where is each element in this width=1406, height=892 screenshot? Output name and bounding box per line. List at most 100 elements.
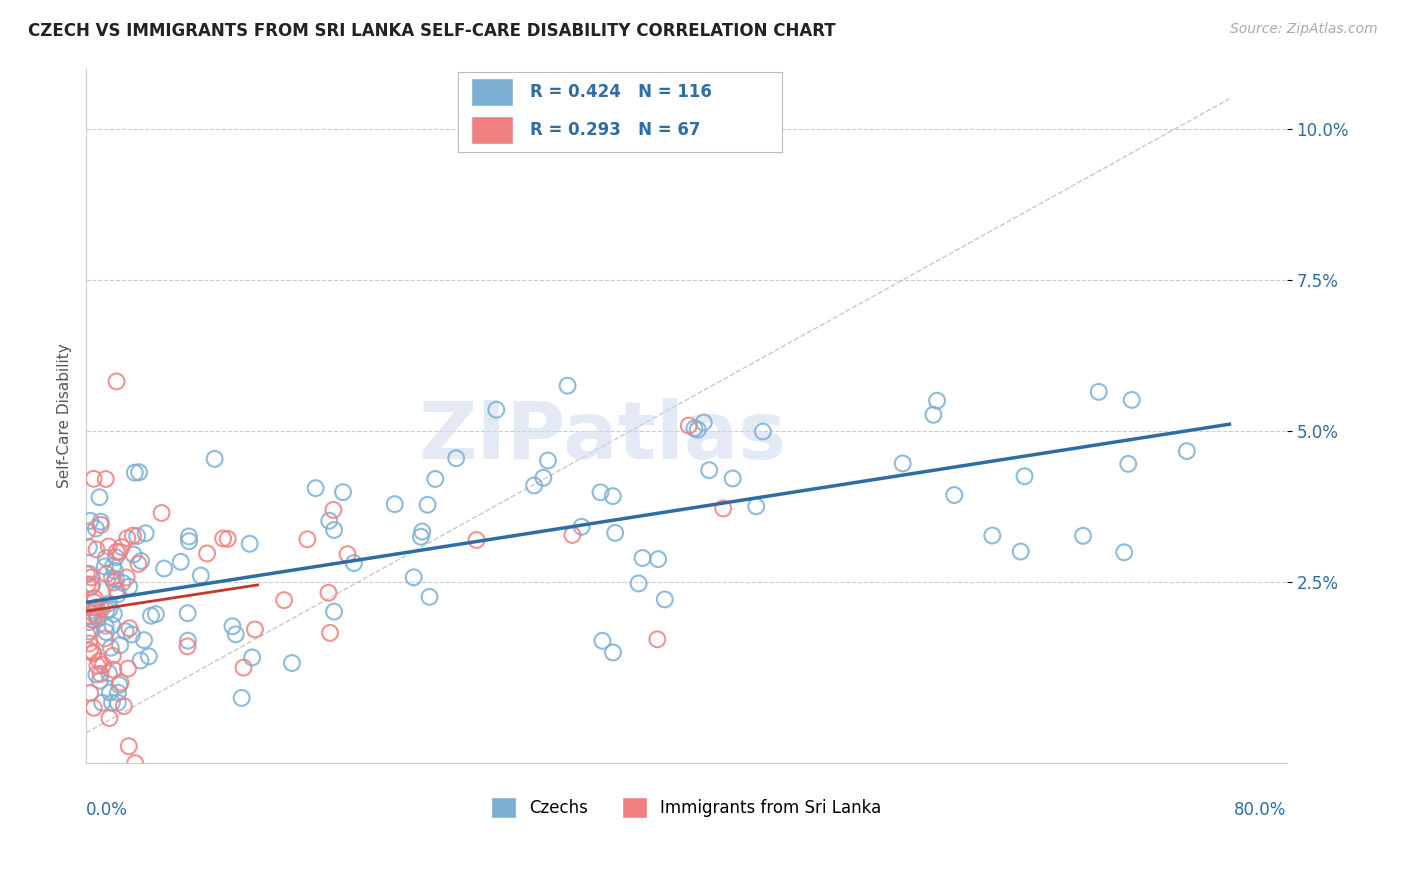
Point [89,673,111,688]
Point [332,485,354,500]
Point [240,650,263,665]
Point [107,696,129,710]
Point [402,570,425,584]
Point [129,554,152,568]
Point [84,521,107,535]
Point [336,547,359,561]
Point [409,530,432,544]
Point [76,627,98,641]
Point [94,551,117,566]
Point [752,425,775,439]
Point [111,540,134,554]
Point [217,532,239,546]
Point [108,678,131,692]
Point [465,533,488,547]
Point [124,756,146,771]
Point [418,590,440,604]
Point [103,575,125,590]
Point [416,498,439,512]
Point [82,606,104,620]
Point [105,375,128,389]
Point [103,607,125,621]
Point [93,559,115,574]
Text: Source: ZipAtlas.com: Source: ZipAtlas.com [1230,22,1378,37]
Point [602,489,624,503]
Point [135,526,157,541]
Point [79,514,101,528]
Point [114,624,136,639]
Point [80,580,103,594]
Point [96,567,118,582]
Point [631,551,654,566]
Point [76,567,98,582]
Point [981,528,1004,542]
Point [98,602,121,616]
Point [297,533,319,547]
Point [80,570,103,584]
Point [90,515,112,529]
Point [101,558,124,573]
Point [83,595,105,609]
Point [425,472,447,486]
Point [444,451,467,466]
Point [225,627,247,641]
Point [76,524,98,539]
Point [118,580,141,594]
Point [697,463,720,477]
Point [77,624,100,639]
Point [122,528,145,542]
Point [77,566,100,581]
Point [1087,384,1109,399]
Point [925,393,948,408]
Point [711,501,734,516]
Point [98,685,121,699]
Point [79,686,101,700]
Point [485,402,508,417]
Point [103,663,125,677]
Point [589,485,612,500]
Text: 0.0%: 0.0% [86,801,128,820]
Point [101,696,124,710]
Point [83,591,105,606]
Point [105,583,128,598]
Point [132,633,155,648]
Point [79,643,101,657]
Point [94,625,117,640]
Point [922,408,945,422]
Point [591,633,613,648]
Point [1121,392,1143,407]
Point [943,488,966,502]
Point [89,666,111,681]
Point [678,418,700,433]
Point [101,618,124,632]
Point [107,587,129,601]
Point [108,638,131,652]
Point [94,472,117,486]
Point [94,632,117,646]
Point [110,675,132,690]
Point [97,540,120,554]
Point [115,570,138,584]
Point [76,577,98,591]
Point [104,564,127,578]
Point [177,633,200,648]
Point [118,739,141,754]
Point [138,649,160,664]
Point [571,520,593,534]
Point [90,601,112,615]
Point [323,605,346,619]
Point [605,525,627,540]
Point [281,656,304,670]
Point [127,529,149,543]
Text: CZECH VS IMMIGRANTS FROM SRI LANKA SELF-CARE DISABILITY CORRELATION CHART: CZECH VS IMMIGRANTS FROM SRI LANKA SELF-… [28,22,835,40]
Point [693,416,716,430]
Point [91,696,114,710]
Point [117,531,139,545]
Point [411,524,433,539]
Point [531,471,554,485]
Point [170,555,193,569]
Point [304,481,326,495]
Point [647,632,669,647]
Point [101,571,124,585]
Point [176,640,198,654]
